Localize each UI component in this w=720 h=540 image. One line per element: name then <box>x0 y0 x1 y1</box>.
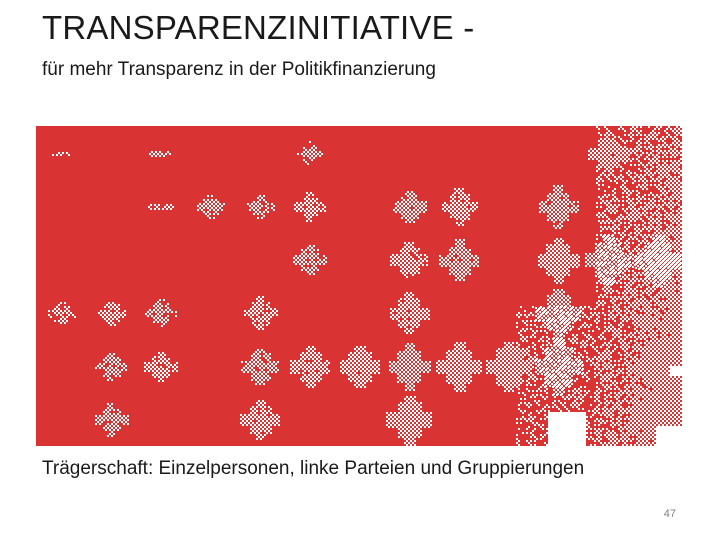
dithered-pattern-image <box>36 126 682 446</box>
slide-title: TRANSPARENZINITIATIVE - <box>42 9 475 46</box>
slide-subtitle: für mehr Transparenz in der Politikfinan… <box>42 59 436 80</box>
caption-text: Trägerschaft: Einzelpersonen, linke Part… <box>42 458 585 479</box>
page-number: 47 <box>663 508 676 520</box>
pattern-graphic <box>36 126 682 446</box>
